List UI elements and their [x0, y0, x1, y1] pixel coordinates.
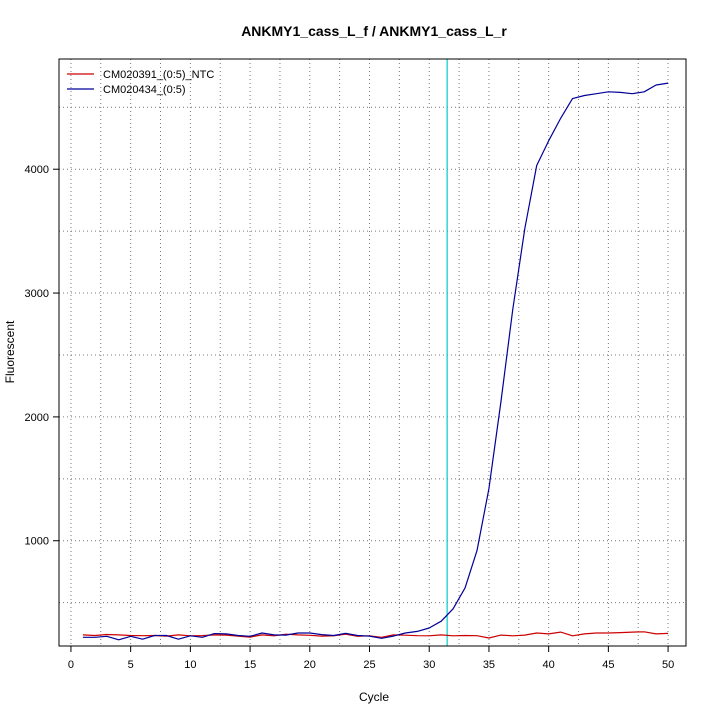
y-tick-label: 2000 — [25, 412, 49, 424]
y-tick-label: 3000 — [25, 288, 49, 300]
legend-label-1: CM020391_(0:5)_NTC — [103, 69, 214, 81]
x-tick-label: 15 — [244, 659, 256, 671]
y-tick-label: 1000 — [25, 536, 49, 548]
y-axis-label: Fluorescent — [3, 320, 17, 383]
axis-layer: 0 5 10 15 20 25 30 35 40 45 50 1000 2000 3000 4000 — [25, 164, 675, 671]
series-layer — [82, 82, 669, 641]
chart-title: ANKMY1_cass_L_f / ANKMY1_cass_L_r — [241, 23, 507, 39]
x-tick-label: 20 — [304, 659, 316, 671]
x-tick-label: 10 — [184, 659, 196, 671]
series-line-2 — [82, 82, 669, 641]
grid-layer — [59, 59, 686, 646]
x-tick-label: 0 — [68, 659, 74, 671]
series-line-1 — [82, 631, 669, 639]
x-tick-label: 5 — [128, 659, 134, 671]
x-axis-label: Cycle — [359, 690, 389, 704]
y-tick-label: 4000 — [25, 164, 49, 176]
x-tick-label: 30 — [423, 659, 435, 671]
x-tick-label: 25 — [363, 659, 375, 671]
plot-frame — [58, 58, 687, 647]
x-tick-label: 40 — [543, 659, 555, 671]
legend-label-2: CM020434_(0:5) — [103, 84, 186, 96]
legend: CM020391_(0:5)_NTC CM020434_(0:5) — [67, 69, 214, 96]
x-tick-label: 45 — [602, 659, 614, 671]
x-tick-label: 35 — [483, 659, 495, 671]
x-tick-label: 50 — [662, 659, 674, 671]
